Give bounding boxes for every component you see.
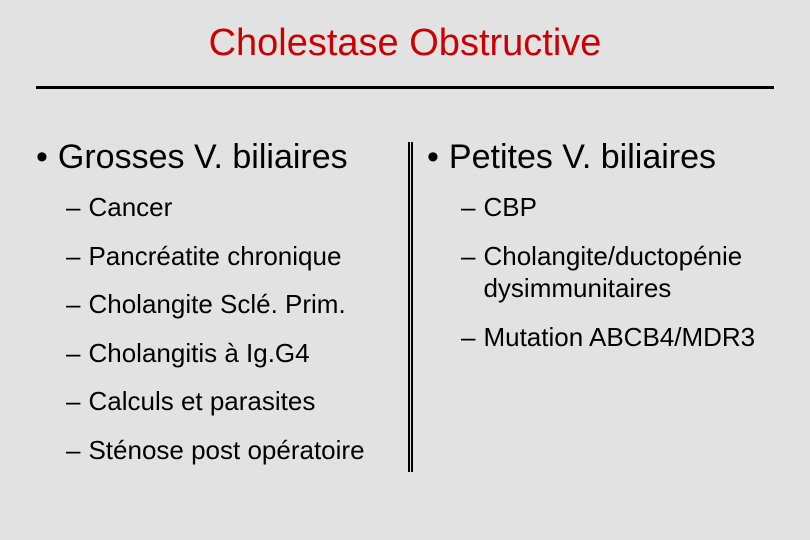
dash-icon: – [461, 241, 475, 272]
list-item: – Calculs et parasites [66, 385, 396, 418]
list-item: – Cholangitis à Ig.G4 [66, 337, 396, 370]
list-item: – Cholangite/ductopénie dysimmunitaires [461, 240, 773, 305]
list-item: – Mutation ABCB4/MDR3 [461, 321, 773, 354]
dash-icon: – [461, 322, 475, 353]
list-item-text: Mutation ABCB4/MDR3 [483, 321, 755, 354]
list-item-text: Pancréatite chronique [88, 240, 341, 273]
right-heading: Petites V. biliaires [449, 138, 716, 177]
dash-icon: – [66, 192, 80, 223]
left-heading: Grosses V. biliaires [58, 138, 348, 177]
list-item-text: Cholangitis à Ig.G4 [88, 337, 309, 370]
horizontal-rule [36, 86, 774, 89]
dash-icon: – [66, 338, 80, 369]
list-item: – Sténose post opératoire [66, 434, 396, 467]
slide: Cholestase Obstructive • Grosses V. bili… [0, 0, 810, 540]
list-item-text: CBP [483, 191, 536, 224]
dash-icon: – [66, 241, 80, 272]
right-heading-row: • Petites V. biliaires [427, 138, 773, 177]
right-column: • Petites V. biliaires – CBP – Cholangit… [413, 138, 773, 482]
list-item: – Cancer [66, 191, 396, 224]
columns: • Grosses V. biliaires – Cancer – Pancré… [36, 138, 774, 482]
dash-icon: – [66, 289, 80, 320]
list-item: – Pancréatite chronique [66, 240, 396, 273]
dash-icon: – [461, 192, 475, 223]
dash-icon: – [66, 435, 80, 466]
list-item-text: Sténose post opératoire [88, 434, 364, 467]
bullet-icon: • [427, 140, 439, 174]
dash-icon: – [66, 386, 80, 417]
left-heading-row: • Grosses V. biliaires [36, 138, 396, 177]
list-item-text: Calculs et parasites [88, 385, 315, 418]
list-item-text: Cholangite/ductopénie dysimmunitaires [483, 240, 773, 305]
slide-title: Cholestase Obstructive [0, 22, 810, 65]
left-column: • Grosses V. biliaires – Cancer – Pancré… [36, 138, 408, 482]
list-item: – CBP [461, 191, 773, 224]
list-item-text: Cholangite Sclé. Prim. [88, 288, 345, 321]
list-item-text: Cancer [88, 191, 172, 224]
bullet-icon: • [36, 140, 48, 174]
list-item: – Cholangite Sclé. Prim. [66, 288, 396, 321]
